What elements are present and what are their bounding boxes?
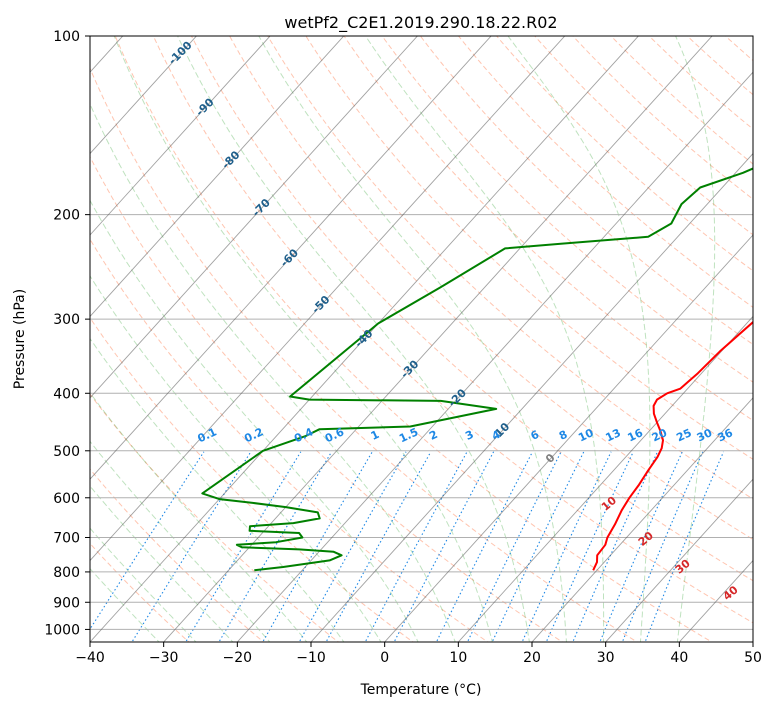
plot-frame <box>89 35 754 643</box>
x-tick-label: 40 <box>670 650 688 666</box>
mixing-ratio-line <box>262 451 373 642</box>
dry-adiabat-line <box>90 316 414 642</box>
moist-adiabat-line <box>90 392 308 642</box>
y-tick-label: 500 <box>53 444 80 460</box>
dry-adiabat-line <box>343 36 753 422</box>
dry-adiabat-line <box>610 36 753 165</box>
mixing-ratio-line <box>364 451 468 642</box>
x-tick-label: −10 <box>296 650 326 666</box>
mixing-ratio-label: 25 <box>674 426 693 444</box>
grid-lines <box>90 36 753 642</box>
moist-adiabat-line <box>507 36 651 642</box>
dry-adiabat-line <box>229 36 753 541</box>
isotherm-gridline <box>531 397 753 642</box>
mixing-ratio-line <box>599 451 683 642</box>
mixing-ratio-line <box>521 451 612 642</box>
mixing-ratio-line <box>621 451 704 642</box>
dry-adiabat-line <box>534 36 753 236</box>
mixing-ratio-line <box>218 451 333 642</box>
mixing-ratio-line <box>572 451 658 642</box>
moist-adiabat-line <box>258 36 567 642</box>
mixing-ratio-label: 30 <box>695 426 715 444</box>
dry-adiabat-line <box>190 36 753 582</box>
isotherm-gridline <box>163 36 713 642</box>
isotherm-gridline <box>90 36 271 236</box>
isotherm-gridline <box>236 71 753 642</box>
y-axis-ticks: 100 200 300 400 500 600 700 800 900 1000 <box>44 29 90 638</box>
isotherm-gridline <box>90 36 198 155</box>
mixing-ratio-line <box>644 451 725 642</box>
isotherm-gridline <box>605 478 753 642</box>
y-tick-label: 1000 <box>44 622 80 638</box>
isotherm-gridline <box>310 152 753 642</box>
mixing-ratio-label: 20 <box>650 426 670 444</box>
y-tick-label: 700 <box>53 531 80 547</box>
mixing-ratio-line <box>131 451 252 642</box>
mixing-ratio-line <box>393 451 495 642</box>
isotherm-gridline <box>90 36 640 642</box>
x-tick-label: 20 <box>523 650 541 666</box>
moist-adiabat-line <box>675 36 716 642</box>
mixing-ratio-label: 36 <box>716 426 736 444</box>
dry-adiabat-line <box>381 36 753 383</box>
y-tick-label: 900 <box>53 595 80 611</box>
x-axis-label: Temperature (°C) <box>360 682 482 698</box>
isotherm-gridline <box>90 36 345 318</box>
moist-adiabat-line <box>177 36 530 642</box>
y-tick-label: 800 <box>53 565 80 581</box>
mixing-ratio-line <box>545 451 634 642</box>
mixing-ratio-label: 16 <box>626 426 646 444</box>
y-tick-label: 400 <box>53 386 80 402</box>
mixing-ratio-line <box>298 451 407 642</box>
mixing-ratio-label: 13 <box>604 426 623 444</box>
x-axis-ticks: −40 −30 −20 −10 0 10 20 30 40 50 <box>75 642 762 666</box>
y-axis-label: Pressure (hPa) <box>12 289 28 389</box>
x-tick-label: 10 <box>449 650 467 666</box>
x-tick-label: 30 <box>597 650 615 666</box>
chart-title: wetPf2_C2E1.2019.290.18.22.R02 <box>284 13 557 33</box>
x-tick-label: 50 <box>744 650 762 666</box>
y-tick-label: 100 <box>53 29 80 45</box>
isotherm-gridline <box>90 36 566 562</box>
moist-adiabat-line <box>364 36 605 642</box>
y-tick-label: 600 <box>53 491 80 507</box>
x-tick-label: −40 <box>75 650 105 666</box>
moist-adiabat-line <box>90 274 382 642</box>
y-tick-label: 200 <box>53 208 80 224</box>
temperature-line <box>592 320 753 571</box>
y-tick-label: 300 <box>53 312 80 328</box>
mixing-ratio-label: 10 <box>576 426 596 444</box>
dry-adiabat-line <box>90 66 639 642</box>
dry-adiabat-line <box>90 238 489 642</box>
isotherm-gridline <box>457 315 753 642</box>
profile-lines <box>201 167 753 572</box>
x-tick-label: −30 <box>149 650 179 666</box>
mixing-ratio-line <box>325 451 432 642</box>
x-tick-label: −20 <box>223 650 253 666</box>
dry-adiabat-line <box>90 155 564 642</box>
isotherm-gridline <box>90 36 492 480</box>
dewpoint-line <box>201 167 753 572</box>
isotherm-gridline <box>90 36 419 399</box>
dry-adiabat-line <box>457 36 753 309</box>
x-tick-label: 0 <box>380 650 389 666</box>
isotherm-gridline <box>384 234 753 642</box>
dry-adiabat-line <box>90 468 265 642</box>
dry-adiabat-line <box>267 36 753 500</box>
